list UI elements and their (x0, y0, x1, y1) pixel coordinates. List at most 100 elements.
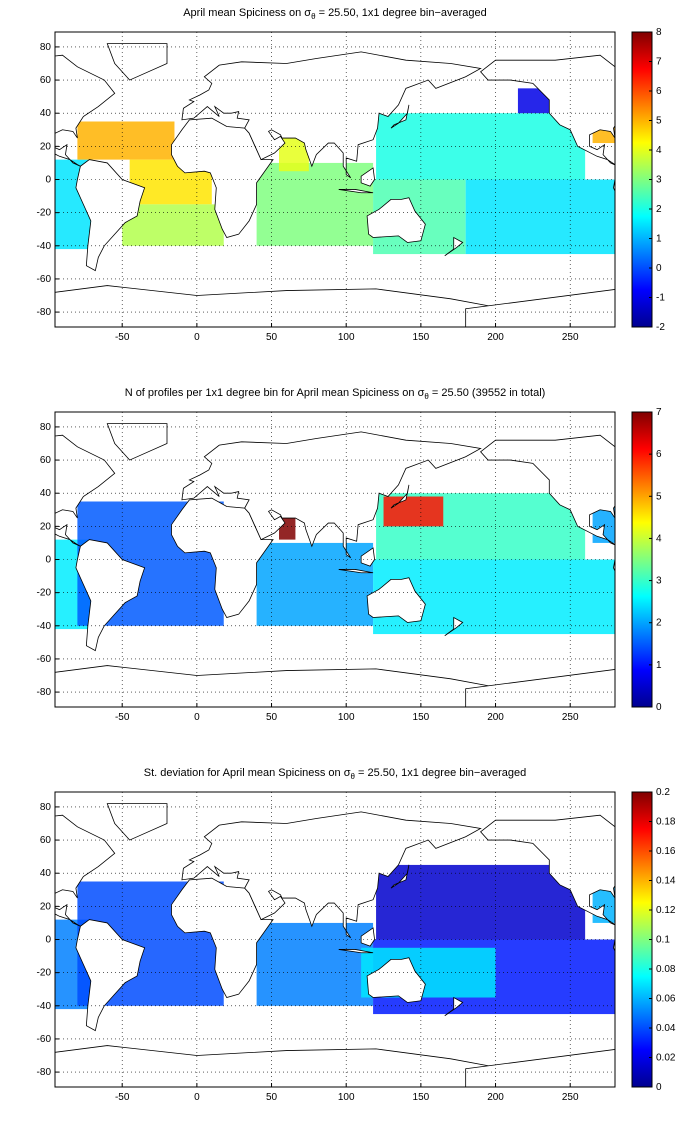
x-tick-label: 150 (413, 332, 430, 343)
colorbar-tick-label: 0.16 (656, 846, 676, 857)
axes-frame (54, 791, 616, 1088)
coastline (480, 434, 615, 546)
y-tick-label: -20 (37, 588, 52, 599)
title-part: θ (311, 12, 316, 21)
colorbar-tick-label: -2 (656, 322, 665, 333)
x-tick-label: 100 (338, 712, 355, 723)
x-tick-label: 150 (413, 712, 430, 723)
axes-frame (54, 31, 616, 328)
colorbar-tick-label: 0.04 (656, 1023, 676, 1034)
y-tick-label: 0 (45, 935, 51, 946)
map-panel: St. deviation for April mean Spiciness o… (37, 767, 676, 1103)
x-tick-label: 200 (487, 332, 504, 343)
colorbar-tick-label: 0.18 (656, 817, 676, 828)
x-tick-label: -50 (115, 1092, 130, 1103)
colorbar-tick-label: 6 (656, 449, 662, 460)
data-region (77, 121, 175, 160)
y-tick-label: 80 (40, 422, 52, 433)
title-part: N of profiles per 1x1 degree bin for Apr… (125, 387, 425, 399)
data-region (376, 864, 586, 940)
coastline (338, 189, 374, 194)
x-tick-label: 0 (194, 1092, 200, 1103)
coastline (75, 919, 146, 1032)
y-tick-label: 40 (40, 108, 52, 119)
colorbar-tick-label: -1 (656, 293, 665, 304)
x-tick-label: 50 (266, 712, 278, 723)
coastline (645, 424, 696, 460)
colorbar-tick-label: 3 (656, 175, 662, 186)
data-region (465, 179, 615, 255)
x-tick-label: -50 (115, 332, 130, 343)
data-region (256, 922, 374, 1006)
coastline (75, 539, 146, 652)
y-tick-label: -80 (37, 307, 52, 318)
y-tick-label: -40 (37, 621, 52, 632)
colorbar-tick-label: 0.06 (656, 994, 676, 1005)
x-tick-label: 150 (413, 1092, 430, 1103)
coastline (480, 814, 615, 926)
y-tick-label: 80 (40, 802, 52, 813)
plot-area (55, 43, 696, 327)
x-tick-label: 250 (562, 712, 579, 723)
axes-frame (54, 411, 616, 708)
coastline (465, 289, 615, 327)
coastline (390, 484, 410, 509)
x-tick-label: -50 (115, 712, 130, 723)
colorbar-tick-label: 1 (656, 660, 662, 671)
title-part: = 25.50 (39552 in total) (429, 387, 546, 399)
coastline (106, 803, 168, 841)
coastline (55, 814, 116, 927)
colorbar-tick-label: 0 (656, 1082, 662, 1093)
y-tick-label: 60 (40, 455, 52, 466)
x-tick-label: 100 (338, 332, 355, 343)
coastline (55, 434, 116, 547)
coastline (366, 577, 426, 623)
y-tick-label: 0 (45, 555, 51, 566)
coastline (360, 167, 375, 187)
y-tick-label: 20 (40, 141, 52, 152)
colorbar-tick-label: 0 (656, 702, 662, 713)
coastline (366, 197, 426, 243)
x-tick-label: 0 (194, 332, 200, 343)
y-tick-label: 20 (40, 521, 52, 532)
colorbar-tick-label: 4 (656, 145, 662, 156)
x-tick-label: 250 (562, 332, 579, 343)
y-tick-label: 0 (45, 175, 51, 186)
y-tick-label: -40 (37, 1001, 52, 1012)
y-tick-label: 40 (40, 868, 52, 879)
colorbar-tick-label: 5 (656, 116, 662, 127)
colorbar-tick-label: 0.2 (656, 787, 670, 798)
x-tick-label: 50 (266, 1092, 278, 1103)
data-region (256, 162, 374, 246)
data-region (122, 204, 224, 246)
plot-area (55, 423, 696, 707)
colorbar-tick-label: 7 (656, 407, 662, 418)
y-tick-label: -80 (37, 1067, 52, 1078)
colorbar-tick-label: 5 (656, 491, 662, 502)
y-tick-label: -20 (37, 208, 52, 219)
y-tick-label: -20 (37, 968, 52, 979)
y-tick-label: -60 (37, 654, 52, 665)
title-part: θ (424, 392, 429, 401)
coastline (645, 44, 696, 80)
plot-area (55, 803, 615, 1087)
y-tick-label: 20 (40, 901, 52, 912)
y-tick-label: -60 (37, 274, 52, 285)
coastline (366, 957, 426, 1003)
colorbar-tick-label: 8 (656, 27, 662, 38)
y-tick-label: -60 (37, 1034, 52, 1045)
y-tick-label: 40 (40, 488, 52, 499)
coastline (465, 669, 615, 707)
colorbar-tick-label: 3 (656, 576, 662, 587)
coastline (181, 51, 482, 179)
coastline (106, 43, 168, 81)
data-region (383, 496, 444, 527)
colorbar-tick-label: 7 (656, 57, 662, 68)
coastline (106, 423, 168, 461)
coastline (55, 54, 116, 167)
coastline (181, 811, 482, 939)
colorbar (631, 411, 653, 708)
data-region (376, 113, 586, 180)
coastline (360, 547, 375, 567)
